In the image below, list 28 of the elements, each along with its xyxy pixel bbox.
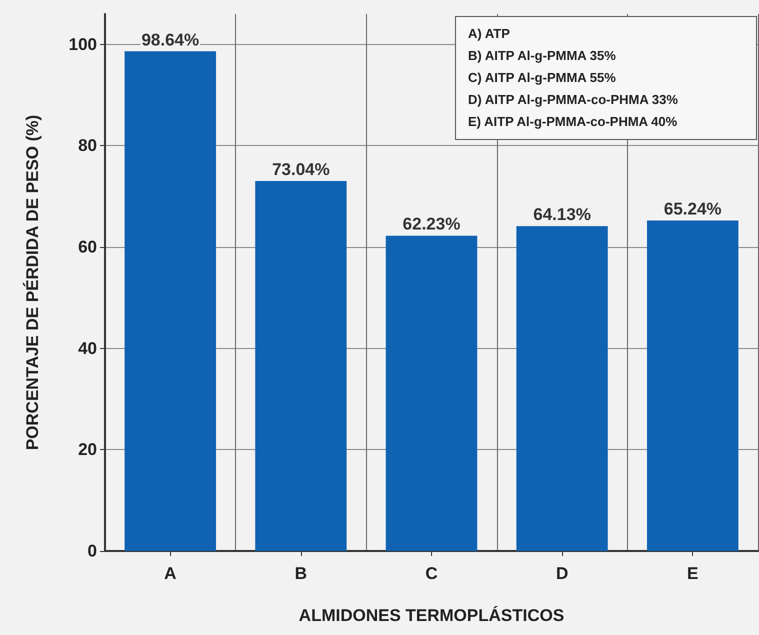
x-tick-label: C xyxy=(425,564,438,583)
bar xyxy=(516,226,608,551)
data-label: 62.23% xyxy=(402,214,460,234)
bar xyxy=(646,220,738,551)
y-tick-label: 40 xyxy=(78,338,97,358)
bar xyxy=(255,180,347,551)
data-label: 73.04% xyxy=(272,160,330,179)
x-tick-label: E xyxy=(687,564,698,583)
y-tick-label: 20 xyxy=(78,440,97,460)
annotation: E) AITP Al-g-PMMA-co-PHMA 40% xyxy=(468,113,678,131)
data-label: 98.64% xyxy=(141,30,200,50)
y-tick-label: 60 xyxy=(78,238,97,257)
y-tick-label: 80 xyxy=(78,136,97,156)
data-label: 65.24% xyxy=(664,199,722,218)
annotation: D) AITP Al-g-PMMA-co-PHMA 33% xyxy=(468,91,679,109)
annotation: B) AITP Al-g-PMMA 35% xyxy=(468,47,617,65)
x-axis-title: ALMIDONES TERMOPLÁSTICOS xyxy=(298,605,564,625)
x-tick-label: A xyxy=(164,564,176,583)
y-tick-label: 100 xyxy=(68,34,97,54)
data-label: 64.13% xyxy=(533,205,591,224)
y-axis-title: PORCENTAJE DE PÉRDIDA DE PESO (%) xyxy=(22,114,42,450)
x-tick-label: B xyxy=(294,564,308,583)
x-tick-label: D xyxy=(556,564,568,583)
bar xyxy=(124,51,216,551)
bar xyxy=(386,236,478,551)
annotation: C) AITP Al-g-PMMA 55% xyxy=(468,69,617,87)
y-tick-label: 0 xyxy=(88,542,97,560)
annotation: A) ATP xyxy=(468,25,511,43)
